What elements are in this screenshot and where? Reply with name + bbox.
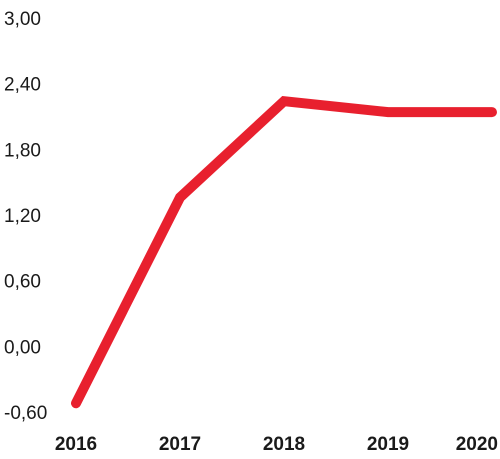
y-tick-label: 3,00 (4, 9, 41, 30)
y-axis-labels: 3,00 2,40 1,80 1,20 0,60 0,00 -0,60 (4, 9, 47, 424)
series-line (71, 95, 497, 409)
x-tick-label: 2020 (456, 434, 498, 455)
y-tick-label: 1,20 (4, 206, 41, 227)
x-tick-label: 2018 (263, 434, 305, 455)
y-tick-label: 0,60 (4, 272, 41, 293)
y-tick-label: 0,00 (4, 337, 41, 358)
x-tick-label: 2016 (55, 434, 97, 455)
x-tick-label: 2019 (367, 434, 409, 455)
plot-area (71, 95, 497, 409)
x-tick-label: 2017 (159, 434, 201, 455)
x-axis-labels: 2016 2017 2018 2019 2020 (55, 434, 498, 455)
y-tick-label: -0,60 (4, 403, 47, 424)
y-tick-label: 1,80 (4, 140, 41, 161)
y-tick-label: 2,40 (4, 75, 41, 96)
